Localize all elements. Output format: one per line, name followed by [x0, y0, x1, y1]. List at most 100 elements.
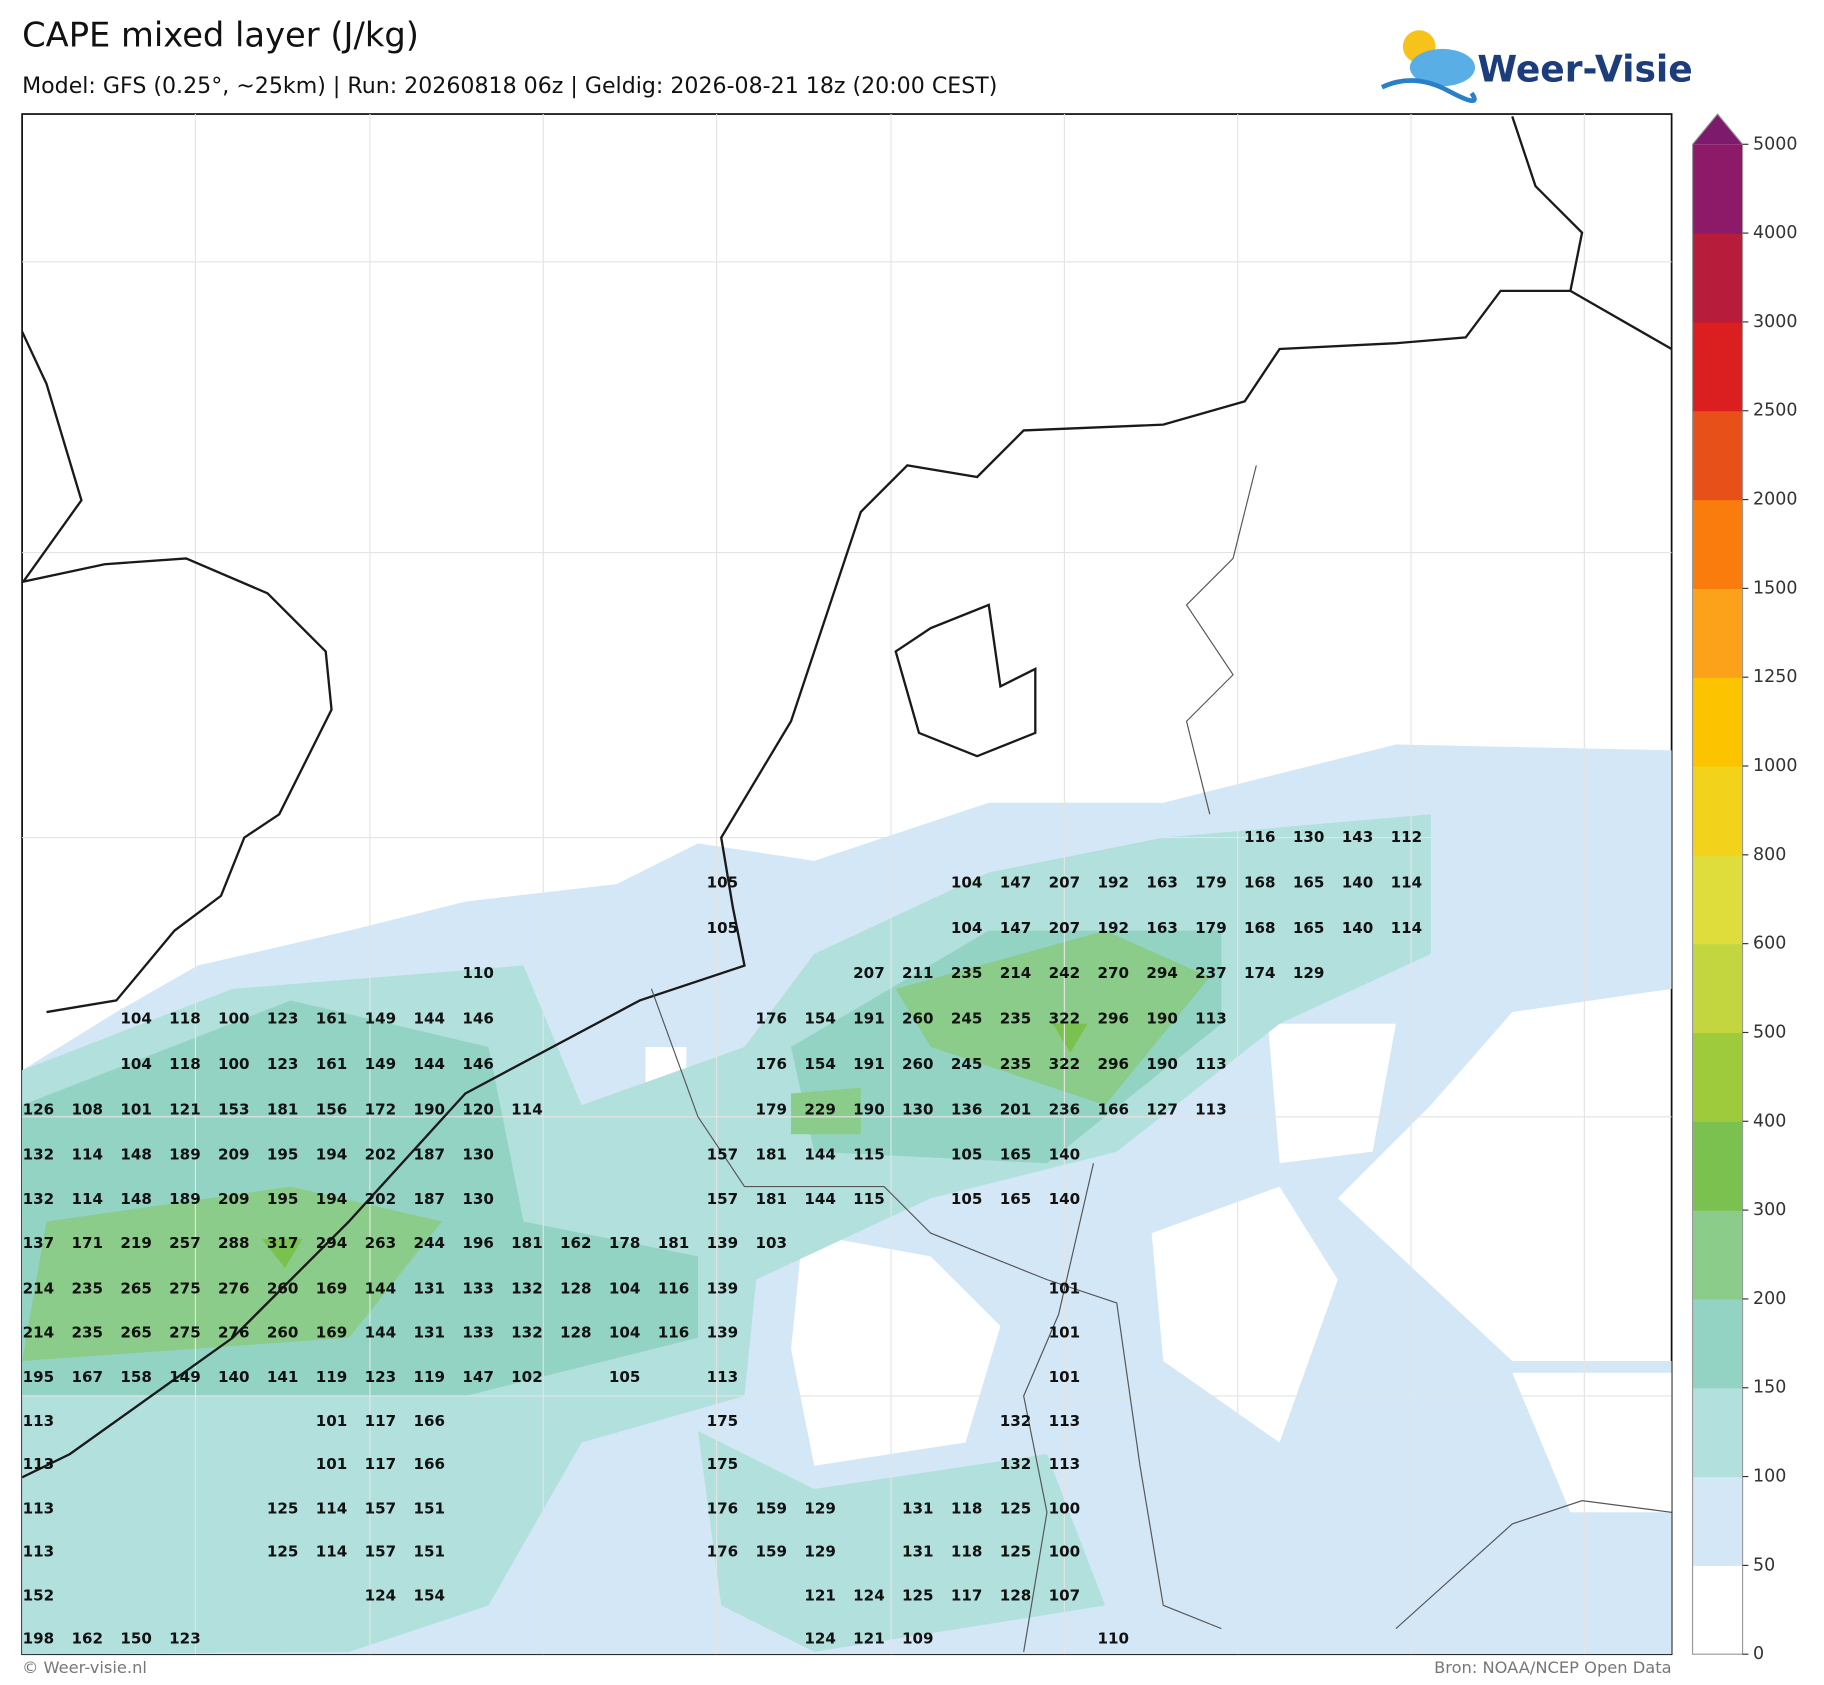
grid-value: 132	[23, 1190, 55, 1208]
grid-value: 163	[1146, 873, 1178, 891]
grid-value: 198	[23, 1630, 55, 1648]
grid-value: 257	[169, 1234, 201, 1252]
grid-value: 100	[218, 1010, 250, 1028]
grid-value: 104	[120, 1010, 152, 1028]
grid-value: 140	[1342, 919, 1374, 937]
grid-value: 148	[120, 1146, 152, 1164]
grid-value: 151	[413, 1499, 445, 1517]
grid-value: 100	[218, 1055, 250, 1073]
colorbar-tick-label: 100	[1753, 1467, 1786, 1487]
grid-value: 105	[951, 1190, 983, 1208]
grid-value: 161	[316, 1055, 348, 1073]
colorbar-band	[1692, 854, 1743, 945]
coast-ijsselmeer	[894, 603, 1037, 758]
grid-value: 275	[169, 1324, 201, 1342]
grid-value: 275	[169, 1279, 201, 1297]
grid-value: 123	[365, 1368, 397, 1386]
grid-value: 167	[71, 1368, 103, 1386]
grid-value: 163	[1146, 919, 1178, 937]
colorbar-band	[1692, 766, 1743, 856]
grid-value: 104	[609, 1324, 641, 1342]
colorbar-tick-label: 1500	[1753, 578, 1797, 598]
grid-value: 265	[120, 1279, 152, 1297]
coast-continent	[22, 289, 1672, 1479]
grid-value: 260	[267, 1324, 299, 1342]
grid-value: 104	[951, 873, 983, 891]
grid-value: 192	[1097, 919, 1129, 937]
colorbar-band	[1692, 1121, 1743, 1211]
colorbar-tick-label: 2000	[1753, 490, 1797, 510]
grid-value: 101	[316, 1412, 348, 1430]
grid-value: 123	[267, 1010, 299, 1028]
copyright: © Weer-visie.nl	[22, 1658, 147, 1677]
grid-value: 162	[71, 1630, 103, 1648]
grid-value: 260	[902, 1010, 934, 1028]
colorbar-band	[1692, 233, 1743, 323]
grid-value: 189	[169, 1190, 201, 1208]
grid-value: 149	[365, 1055, 397, 1073]
colorbar-band	[1692, 677, 1743, 767]
grid-value: 114	[316, 1542, 348, 1560]
grid-value: 116	[658, 1324, 690, 1342]
grid-value: 123	[169, 1630, 201, 1648]
colorbar-tick-label: 400	[1753, 1111, 1786, 1131]
coast-england	[22, 331, 333, 1014]
grid-value: 105	[609, 1368, 641, 1386]
grid-value: 114	[316, 1499, 348, 1517]
grid-value: 157	[707, 1146, 739, 1164]
grid-value: 196	[462, 1234, 494, 1252]
grid-value: 136	[951, 1100, 983, 1118]
grid-value: 245	[951, 1055, 983, 1073]
grid-value: 153	[218, 1100, 250, 1118]
source: Bron: NOAA/NCEP Open Data	[1434, 1658, 1672, 1677]
grid-value: 207	[853, 964, 885, 982]
grid-value: 156	[316, 1100, 348, 1118]
grid-value: 128	[1000, 1587, 1032, 1605]
grid-value: 133	[462, 1324, 494, 1342]
grid-value: 120	[462, 1100, 494, 1118]
grid-value: 130	[462, 1190, 494, 1208]
grid-value: 158	[120, 1368, 152, 1386]
grid-value: 101	[1049, 1368, 1081, 1386]
grid-value: 144	[413, 1010, 445, 1028]
grid-value: 117	[951, 1587, 983, 1605]
country-borders	[650, 465, 1672, 1652]
grid-value: 131	[413, 1279, 445, 1297]
grid-value: 140	[1049, 1190, 1081, 1208]
grid-value: 260	[267, 1279, 299, 1297]
grid-value: 115	[853, 1190, 885, 1208]
grid-value: 179	[1195, 873, 1227, 891]
grid-values: 116 130 143 112 105 104 147 207 192 163 179 168 165 1…	[23, 828, 1423, 1647]
grid-value: 113	[1195, 1100, 1227, 1118]
grid-value: 147	[462, 1368, 494, 1386]
grid-value: 192	[1097, 873, 1129, 891]
grid-value: 244	[413, 1234, 445, 1252]
grid-value: 131	[902, 1542, 934, 1560]
grid-value: 149	[365, 1010, 397, 1028]
grid-value: 176	[707, 1542, 739, 1560]
grid-value: 159	[755, 1499, 787, 1517]
grid-value: 132	[1000, 1455, 1032, 1473]
grid-value: 107	[1049, 1587, 1081, 1605]
grid-value: 181	[755, 1146, 787, 1164]
grid-value: 143	[1342, 828, 1374, 846]
grid-value: 118	[951, 1542, 983, 1560]
grid-value: 108	[71, 1100, 103, 1118]
colorbar-tick-label: 2500	[1753, 401, 1797, 421]
grid-value: 191	[853, 1055, 885, 1073]
colorbar-band	[1692, 588, 1743, 678]
colorbar-outline	[1691, 113, 1744, 1655]
grid-value: 114	[71, 1190, 103, 1208]
grid-value: 168	[1244, 919, 1276, 937]
colorbar-tick-label: 1000	[1753, 756, 1797, 776]
grid-value: 113	[23, 1542, 55, 1560]
grid-value: 219	[120, 1234, 152, 1252]
grid-value: 127	[1146, 1100, 1178, 1118]
grid-value: 171	[71, 1234, 103, 1252]
grid-value: 140	[218, 1368, 250, 1386]
grid-value: 214	[23, 1324, 55, 1342]
grid-value: 159	[755, 1542, 787, 1560]
grid-value: 174	[1244, 964, 1276, 982]
grid-value: 125	[1000, 1542, 1032, 1560]
grid-value: 214	[23, 1279, 55, 1297]
